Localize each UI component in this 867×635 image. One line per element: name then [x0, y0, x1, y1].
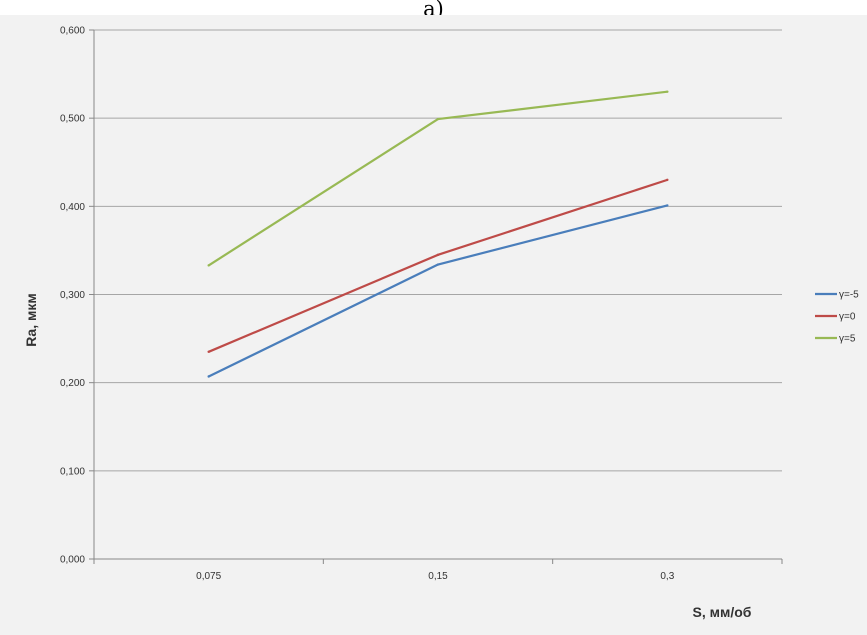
data-point: [666, 204, 669, 207]
y-tick-label: 0,200: [60, 378, 85, 389]
x-tick-labels: 0,075 0,15 0,3: [196, 571, 675, 582]
data-point: [207, 264, 210, 267]
y-tick-label: 0,000: [60, 555, 85, 566]
series-line: [208, 204, 668, 378]
data-point: [436, 253, 440, 257]
data-point: [436, 117, 440, 121]
x-tick-label: 0,3: [660, 571, 674, 582]
y-tick-label: 0,100: [60, 466, 85, 477]
legend-label: γ=0: [839, 312, 856, 323]
data-point: [207, 350, 210, 354]
x-tick-label: 0,15: [428, 571, 448, 582]
data-point: [666, 178, 669, 182]
x-tick-label: 0,075: [196, 571, 221, 582]
data-point: [207, 375, 210, 378]
series-lines: [207, 90, 669, 378]
y-tick-label: 0,600: [60, 26, 85, 37]
y-tick-label: 0,300: [60, 290, 85, 301]
axes: [93, 30, 783, 564]
gridlines: [89, 29, 782, 560]
y-tick-label: 0,500: [60, 114, 85, 125]
data-point: [666, 90, 669, 93]
legend: γ=-5 γ=0 γ=5: [815, 290, 859, 345]
data-point: [436, 263, 440, 266]
chart-caption: а): [423, 0, 444, 15]
y-tick-label: 0,400: [60, 202, 85, 213]
legend-label: γ=-5: [839, 290, 859, 301]
legend-label: γ=5: [839, 334, 856, 345]
series-line: [208, 178, 668, 353]
x-axis-title: S, мм/об: [693, 604, 752, 620]
y-tick-labels: 0,000 0,100 0,200 0,300 0,400 0,500 0,600: [60, 26, 85, 566]
y-axis-title: Ra, мкм: [23, 293, 39, 346]
